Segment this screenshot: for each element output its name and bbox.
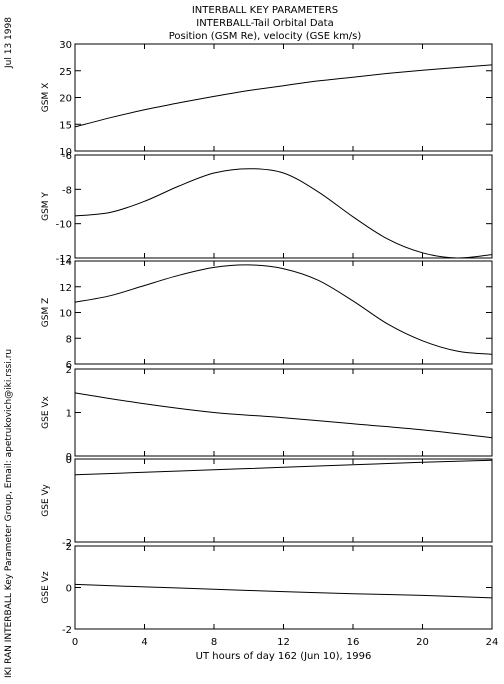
y-tick-label: 1: [66, 409, 72, 420]
x-tick-label: 20: [416, 637, 429, 648]
y-tick-label: -2: [62, 625, 72, 636]
panel-4: 2 1 0 GSE Vx: [41, 365, 493, 463]
y-tick-label: -2: [62, 538, 72, 549]
x-tick-label: 24: [486, 637, 499, 648]
y-tick-label: 2: [66, 365, 72, 376]
x-tick-label: 16: [347, 637, 360, 648]
series-line-1: [74, 168, 493, 259]
x-axis-label: UT hours of day 162 (Jun 10), 1996: [196, 651, 372, 662]
panel-frame: [74, 368, 493, 457]
y-tick-label: 0: [66, 455, 72, 466]
y-tick-label: 2: [66, 542, 72, 553]
panel-frame: [74, 154, 493, 259]
panel-3: 14 12 10 8 6 GSM Z: [41, 257, 493, 371]
y-tick-label: 25: [59, 67, 72, 78]
y-tick-label: 20: [59, 94, 72, 105]
y-tick-label: 14: [59, 257, 72, 268]
y-tick-label: 10: [59, 309, 72, 320]
panel-2: -6 -8 -10 -12 GSM Y: [41, 151, 493, 265]
x-tick-label: 12: [277, 637, 290, 648]
series-line-1: [74, 64, 493, 128]
series-line-1: [74, 583, 493, 599]
x-tick-label: 0: [72, 637, 78, 648]
y-axis-label: GSM X: [41, 83, 51, 112]
series-line-1: [74, 459, 493, 476]
y-axis-label: GSE Vy: [41, 484, 51, 517]
panel-frame: [74, 545, 493, 630]
credit-line: IKI RAN INTERBALL Key Parameter Group, E…: [4, 349, 14, 678]
y-tick-label: -10: [56, 220, 72, 231]
panel-frame: [74, 260, 493, 365]
x-tick-label: 8: [211, 637, 217, 648]
y-tick-label: -6: [62, 151, 72, 162]
y-axis-label: GSM Z: [41, 298, 51, 327]
series-line-1: [74, 392, 493, 439]
y-axis-label: GSE Vz: [41, 571, 51, 603]
panel-5: 0 -2 GSE Vy: [41, 455, 493, 549]
y-tick-label: 15: [59, 120, 72, 131]
y-tick-label: 10: [59, 147, 72, 158]
panel-6: 2 0 -2 GSE Vz: [41, 542, 493, 636]
x-tick-label: 4: [141, 637, 147, 648]
panel-1: 30 25 20 15 10 GSM X: [41, 40, 493, 158]
chart-subtitle: INTERBALL-Tail Orbital Data: [196, 18, 333, 29]
series-line-1: [74, 264, 493, 355]
y-axis-label: GSM Y: [41, 192, 51, 221]
y-tick-label: 0: [66, 452, 72, 463]
y-tick-label: 0: [66, 584, 72, 595]
y-tick-label: 6: [66, 360, 72, 371]
chart-subtitle-units: Position (GSM Re), velocity (GSE km/s): [169, 31, 362, 42]
chart-title: INTERBALL KEY PARAMETERS: [192, 5, 338, 16]
run-date: Jul 13 1998: [4, 17, 14, 69]
panel-frame: [74, 43, 493, 152]
y-tick-label: -8: [62, 185, 72, 196]
y-tick-label: 30: [59, 40, 72, 51]
y-tick-label: -12: [56, 254, 72, 265]
panel-frame: [74, 458, 493, 543]
y-axis-label: GSE Vx: [41, 395, 51, 428]
y-tick-label: 8: [66, 334, 72, 345]
y-tick-label: 12: [59, 283, 72, 294]
